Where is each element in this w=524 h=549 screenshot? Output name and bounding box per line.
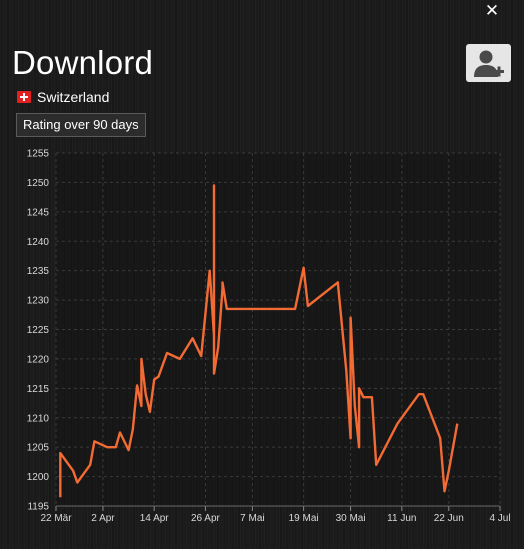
- x-tick-label: 30 Mai: [336, 513, 366, 524]
- x-tick-label: 26 Apr: [191, 513, 221, 524]
- country-label: Switzerland: [37, 89, 110, 105]
- y-tick-label: 1200: [27, 472, 50, 483]
- rating-line: [59, 184, 459, 498]
- close-button[interactable]: ✕: [480, 0, 504, 22]
- x-tick-label: 7 Mai: [240, 513, 264, 524]
- chart-grid: [55, 152, 501, 507]
- x-axis-ticks: 22 Mär 2 Apr 14 Apr 26 Apr 7 Mai 19 Mai 30 Mai…: [40, 505, 511, 524]
- tab-rating-over-90-days[interactable]: Rating over 90 days: [16, 113, 146, 137]
- add-user-icon: [474, 50, 504, 77]
- y-tick-label: 1205: [27, 443, 50, 454]
- add-user-button[interactable]: [466, 44, 511, 82]
- y-tick-label: 1250: [27, 178, 50, 189]
- close-icon: ✕: [484, 1, 500, 21]
- y-tick-label: 1235: [27, 266, 50, 277]
- y-tick-label: 1215: [27, 384, 50, 395]
- x-tick-label: 22 Jun: [434, 513, 464, 524]
- rating-chart: 1195 1200 1205 1210 1215 1220 1225 1230 1235 1240…: [27, 149, 511, 525]
- y-tick-label: 1245: [27, 207, 50, 218]
- x-tick-label: 22 Mär: [40, 513, 72, 524]
- y-tick-label: 1240: [27, 237, 50, 248]
- y-axis-ticks: 1195 1200 1205 1210 1215 1220 1225 1230 1235 1240…: [27, 149, 50, 513]
- player-country: Switzerland: [17, 89, 109, 105]
- player-name: Downlord: [12, 44, 153, 81]
- y-tick-label: 1255: [27, 149, 50, 160]
- y-tick-label: 1210: [27, 413, 50, 424]
- y-tick-label: 1220: [27, 354, 50, 365]
- x-tick-label: 19 Mai: [289, 513, 319, 524]
- x-tick-label: 14 Apr: [140, 513, 170, 524]
- y-tick-label: 1230: [27, 296, 50, 307]
- y-tick-label: 1225: [27, 325, 50, 336]
- x-tick-label: 2 Apr: [91, 513, 115, 524]
- x-tick-label: 11 Jun: [387, 513, 416, 524]
- swiss-flag-icon: [17, 91, 31, 103]
- y-tick-label: 1195: [27, 502, 49, 513]
- x-tick-label: 4 Jul: [489, 513, 510, 524]
